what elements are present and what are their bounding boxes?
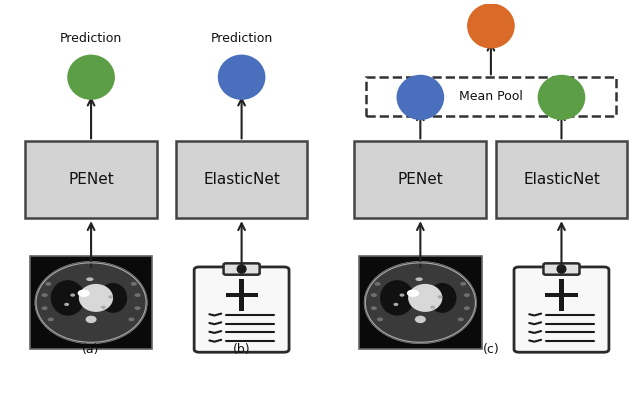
Ellipse shape (538, 75, 586, 120)
Text: Prediction: Prediction (60, 32, 122, 45)
Ellipse shape (428, 283, 456, 313)
Ellipse shape (460, 282, 466, 286)
Ellipse shape (70, 294, 75, 297)
Ellipse shape (42, 306, 47, 310)
Ellipse shape (438, 296, 442, 299)
Ellipse shape (47, 318, 54, 321)
FancyBboxPatch shape (514, 267, 609, 352)
Bar (239, 279, 244, 311)
FancyBboxPatch shape (194, 267, 289, 352)
Ellipse shape (467, 3, 515, 48)
Ellipse shape (380, 280, 414, 316)
Ellipse shape (407, 290, 419, 297)
Ellipse shape (377, 318, 383, 321)
Ellipse shape (371, 306, 377, 310)
Bar (30, 256, 152, 349)
Bar (366, 77, 616, 116)
Text: (a): (a) (83, 343, 100, 356)
Bar (359, 256, 481, 349)
Text: (b): (b) (233, 343, 250, 356)
Ellipse shape (371, 293, 377, 297)
Ellipse shape (415, 316, 426, 323)
FancyBboxPatch shape (543, 263, 579, 275)
Ellipse shape (99, 283, 127, 313)
Text: ElasticNet: ElasticNet (203, 172, 280, 187)
Ellipse shape (108, 296, 113, 299)
Ellipse shape (86, 277, 93, 281)
Ellipse shape (134, 293, 141, 297)
Bar (495, 141, 627, 218)
Ellipse shape (77, 290, 90, 297)
Ellipse shape (458, 318, 464, 321)
Ellipse shape (397, 75, 444, 120)
Bar (176, 141, 307, 218)
Ellipse shape (101, 306, 106, 309)
Ellipse shape (415, 277, 423, 281)
Ellipse shape (134, 306, 141, 310)
FancyBboxPatch shape (223, 263, 260, 275)
Ellipse shape (430, 306, 435, 309)
Bar (225, 293, 258, 297)
Ellipse shape (557, 265, 566, 273)
Ellipse shape (237, 265, 246, 273)
Text: PENet: PENet (397, 172, 444, 187)
Ellipse shape (51, 280, 85, 316)
Bar (25, 141, 157, 218)
Text: Mean Pool: Mean Pool (459, 90, 523, 103)
Text: PENet: PENet (68, 172, 114, 187)
Bar (559, 279, 564, 311)
Ellipse shape (35, 262, 147, 344)
Text: ElasticNet: ElasticNet (523, 172, 600, 187)
Text: Prediction: Prediction (211, 32, 273, 45)
Ellipse shape (394, 303, 398, 306)
Ellipse shape (399, 294, 404, 297)
Bar (545, 293, 577, 297)
Ellipse shape (79, 284, 113, 312)
Ellipse shape (374, 282, 381, 286)
Ellipse shape (408, 284, 442, 312)
Ellipse shape (364, 262, 477, 344)
Ellipse shape (129, 318, 134, 321)
Ellipse shape (86, 316, 97, 323)
Ellipse shape (64, 303, 69, 306)
Ellipse shape (464, 306, 470, 310)
Ellipse shape (42, 293, 47, 297)
Bar (355, 141, 486, 218)
Ellipse shape (45, 282, 51, 286)
Ellipse shape (131, 282, 137, 286)
Ellipse shape (218, 55, 266, 100)
Text: (c): (c) (483, 343, 499, 356)
Ellipse shape (464, 293, 470, 297)
Ellipse shape (67, 55, 115, 100)
